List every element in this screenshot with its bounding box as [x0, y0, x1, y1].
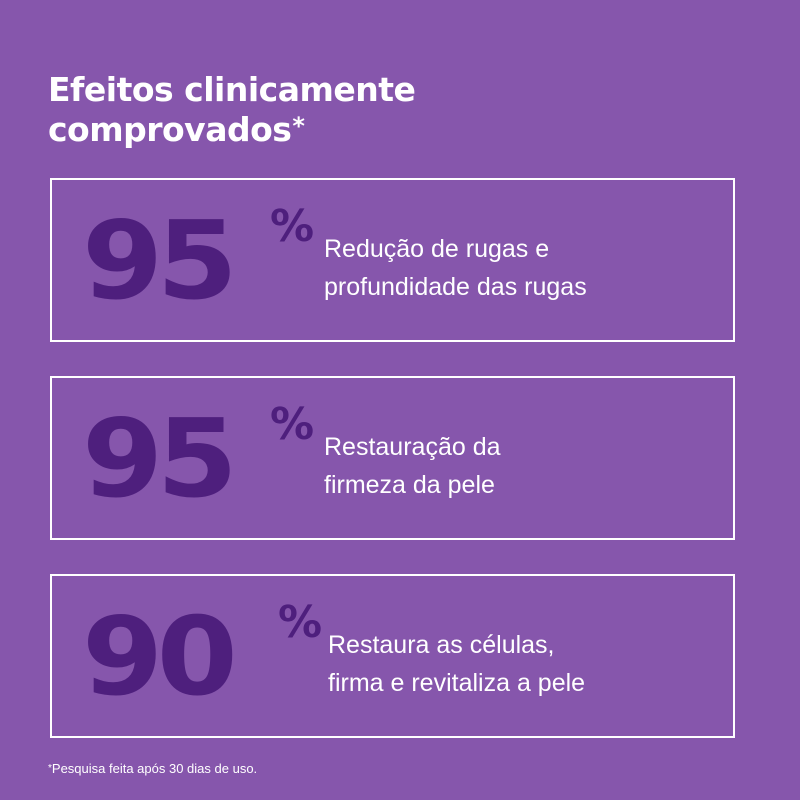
stat-card-cell-restoration: 90 % Restaura as células, firma e revita… — [50, 574, 735, 738]
stat-description: Restauração da firmeza da pele — [324, 428, 501, 504]
stat-value: 95 — [82, 199, 238, 324]
heading-asterisk: * — [292, 112, 305, 140]
stat-percentage: 90 % — [82, 590, 322, 726]
stat-description: Redução de rugas e profundidade das ruga… — [324, 230, 587, 306]
stat-percentage: 95 % — [82, 194, 314, 330]
footnote: *Pesquisa feita após 30 dias de uso. — [48, 760, 257, 778]
stat-card-wrinkle-reduction: 95 % Redução de rugas e profundidade das… — [50, 178, 735, 342]
heading-line-2: comprovados* — [48, 110, 468, 150]
stat-card-firmness-restoration: 95 % Restauração da firmeza da pele — [50, 376, 735, 540]
page-heading: Efeitos clinicamente comprovados* — [48, 70, 468, 150]
stat-description-line-2: profundidade das rugas — [324, 273, 587, 301]
stat-percent-sign: % — [270, 201, 315, 252]
stat-value: 95 — [82, 397, 238, 522]
stat-description-line-1: Restaura as células, — [328, 631, 555, 659]
stat-description: Restaura as células, firma e revitaliza … — [328, 626, 585, 702]
stat-percent-sign: % — [270, 399, 315, 450]
footnote-text: Pesquisa feita após 30 dias de uso. — [51, 761, 258, 776]
stat-percent-sign: % — [278, 597, 323, 648]
stat-description-line-2: firmeza da pele — [324, 471, 495, 499]
footnote-asterisk: * — [48, 763, 52, 774]
stat-description-line-1: Restauração da — [324, 433, 501, 461]
stat-value: 90 — [82, 595, 238, 720]
stat-percentage: 95 % — [82, 392, 314, 528]
stat-description-line-2: firma e revitaliza a pele — [328, 669, 586, 697]
heading-line-1: Efeitos clinicamente — [48, 70, 416, 109]
stat-description-line-1: Redução de rugas e — [324, 235, 550, 263]
heading-line-2-text: comprovados — [48, 110, 292, 149]
